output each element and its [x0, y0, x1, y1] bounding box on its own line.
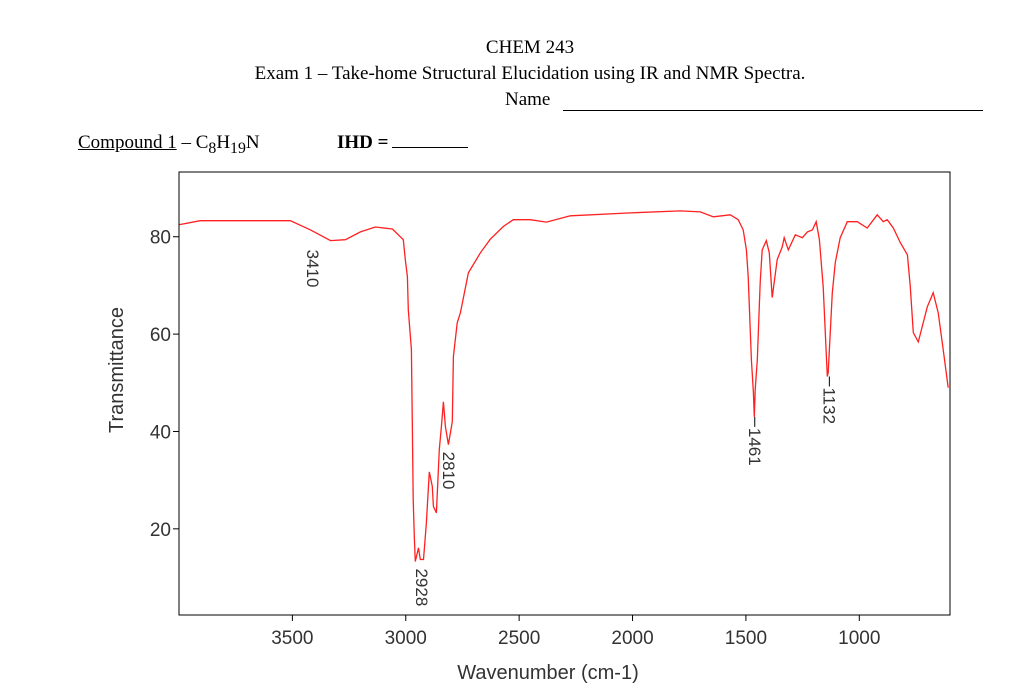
y-tick-label: 20: [150, 520, 171, 541]
exam-title: Exam 1 – Take-home Structural Elucidatio…: [254, 63, 806, 84]
x-axis-label: Wavenumber (cm-1): [457, 662, 639, 684]
x-tick-label: 3000: [385, 628, 427, 649]
formula-c-count: 8: [208, 139, 217, 157]
peak-label: 2928: [412, 568, 431, 606]
y-axis-label: Transmittance: [106, 307, 128, 433]
y-tick-label: 60: [150, 325, 171, 346]
formula-n: N: [245, 132, 260, 153]
separator: –: [176, 132, 196, 153]
ihd-field: IHD =: [337, 132, 469, 154]
x-tick-label: 2500: [498, 628, 540, 649]
x-tick-label: 1500: [725, 628, 767, 649]
peak-label: 1461: [745, 428, 764, 466]
plot-frame: [178, 171, 951, 616]
formula-h: H: [216, 132, 231, 153]
ihd-label: IHD =: [337, 132, 389, 153]
compound-heading: Compound 1 – C8H19N: [78, 132, 260, 158]
compound-label: Compound 1: [78, 132, 177, 153]
x-tick-label: 1000: [838, 628, 880, 649]
peak-label: 3410: [303, 250, 322, 288]
name-blank[interactable]: [563, 110, 983, 111]
y-tick-label: 40: [150, 422, 171, 443]
x-tick-label: 2000: [611, 628, 653, 649]
formula-c: C: [195, 132, 209, 153]
peak-label: 1132: [819, 387, 838, 424]
ihd-blank[interactable]: [392, 147, 469, 148]
course-title: CHEM 243: [485, 37, 575, 58]
y-tick-label: 80: [150, 228, 171, 249]
x-tick-label: 3500: [271, 628, 313, 649]
spectrum-line: [179, 210, 949, 562]
formula-h-count: 19: [230, 139, 246, 157]
peak-label: 2810: [439, 452, 458, 490]
name-label: Name: [505, 89, 551, 110]
